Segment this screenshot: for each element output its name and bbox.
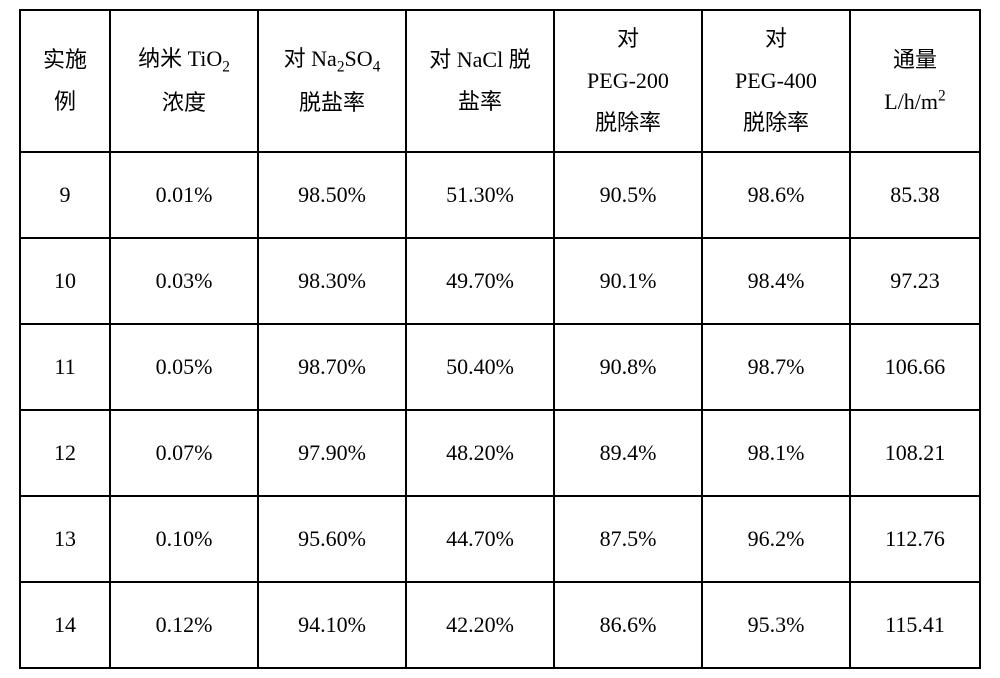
- table-cell: 98.30%: [258, 238, 406, 324]
- table-cell: 95.3%: [702, 582, 850, 668]
- table-cell: 90.8%: [554, 324, 702, 410]
- table-cell: 0.10%: [110, 496, 258, 582]
- col-header-nacl-rej: 对 NaCl 脱盐率: [406, 10, 554, 152]
- table-cell: 44.70%: [406, 496, 554, 582]
- col-header-peg200-rej: 对PEG-200脱除率: [554, 10, 702, 152]
- table-cell: 115.41: [850, 582, 980, 668]
- table-cell: 50.40%: [406, 324, 554, 410]
- table-cell: 98.4%: [702, 238, 850, 324]
- table-cell: 89.4%: [554, 410, 702, 496]
- table-cell: 13: [20, 496, 110, 582]
- table-cell: 12: [20, 410, 110, 496]
- table-cell: 98.50%: [258, 152, 406, 238]
- table-cell: 95.60%: [258, 496, 406, 582]
- table-row: 120.07%97.90%48.20%89.4%98.1%108.21: [20, 410, 980, 496]
- table-cell: 98.7%: [702, 324, 850, 410]
- table-header-row: 实施例 纳米 TiO2浓度 对 Na2SO4脱盐率 对 NaCl 脱盐率 对PE…: [20, 10, 980, 152]
- table-cell: 98.70%: [258, 324, 406, 410]
- table-cell: 112.76: [850, 496, 980, 582]
- table-cell: 86.6%: [554, 582, 702, 668]
- data-table: 实施例 纳米 TiO2浓度 对 Na2SO4脱盐率 对 NaCl 脱盐率 对PE…: [19, 9, 981, 669]
- table-cell: 106.66: [850, 324, 980, 410]
- table-cell: 11: [20, 324, 110, 410]
- table-cell: 97.23: [850, 238, 980, 324]
- col-header-flux: 通量L/h/m2: [850, 10, 980, 152]
- table-cell: 51.30%: [406, 152, 554, 238]
- col-header-example: 实施例: [20, 10, 110, 152]
- table-cell: 97.90%: [258, 410, 406, 496]
- table-cell: 0.03%: [110, 238, 258, 324]
- table-cell: 0.05%: [110, 324, 258, 410]
- col-header-peg400-rej: 对PEG-400脱除率: [702, 10, 850, 152]
- table-cell: 49.70%: [406, 238, 554, 324]
- table-cell: 48.20%: [406, 410, 554, 496]
- table-cell: 90.1%: [554, 238, 702, 324]
- table-cell: 0.12%: [110, 582, 258, 668]
- table-row: 140.12%94.10%42.20%86.6%95.3%115.41: [20, 582, 980, 668]
- table-cell: 90.5%: [554, 152, 702, 238]
- table-cell: 85.38: [850, 152, 980, 238]
- table-row: 110.05%98.70%50.40%90.8%98.7%106.66: [20, 324, 980, 410]
- table-cell: 9: [20, 152, 110, 238]
- table-cell: 14: [20, 582, 110, 668]
- table-body: 90.01%98.50%51.30%90.5%98.6%85.38100.03%…: [20, 152, 980, 668]
- table-cell: 96.2%: [702, 496, 850, 582]
- table-cell: 87.5%: [554, 496, 702, 582]
- col-header-tio2-conc: 纳米 TiO2浓度: [110, 10, 258, 152]
- table-row: 90.01%98.50%51.30%90.5%98.6%85.38: [20, 152, 980, 238]
- table-cell: 0.01%: [110, 152, 258, 238]
- col-header-na2so4-rej: 对 Na2SO4脱盐率: [258, 10, 406, 152]
- table-row: 130.10%95.60%44.70%87.5%96.2%112.76: [20, 496, 980, 582]
- table-cell: 98.6%: [702, 152, 850, 238]
- table-cell: 10: [20, 238, 110, 324]
- table-row: 100.03%98.30%49.70%90.1%98.4%97.23: [20, 238, 980, 324]
- table-cell: 0.07%: [110, 410, 258, 496]
- table-cell: 108.21: [850, 410, 980, 496]
- table-cell: 98.1%: [702, 410, 850, 496]
- table-cell: 94.10%: [258, 582, 406, 668]
- table-cell: 42.20%: [406, 582, 554, 668]
